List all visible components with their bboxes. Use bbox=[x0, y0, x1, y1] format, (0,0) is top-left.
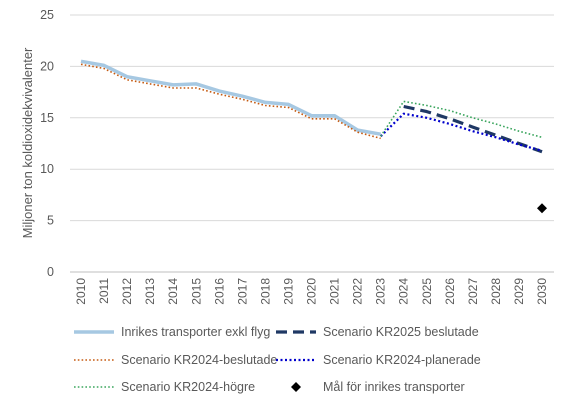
x-tick-label: 2014 bbox=[166, 278, 180, 305]
legend-label: Inrikes transporter exkl flyg bbox=[121, 325, 271, 339]
legend-item-scenario-kr2024-h-gre: Scenario KR2024-högre bbox=[72, 377, 255, 397]
legend-item-scenario-kr2024-beslutade: Scenario KR2024-beslutade bbox=[72, 350, 277, 370]
legend-item-m-l-f-r-inrikes-transporter: Mål för inrikes transporter bbox=[274, 377, 465, 397]
y-tick-label: 0 bbox=[47, 265, 54, 279]
x-tick-label: 2027 bbox=[466, 278, 480, 305]
x-tick-label: 2013 bbox=[143, 278, 157, 305]
y-axis-label: Miljoner ton koldioxidekvivalenter bbox=[20, 47, 35, 238]
x-tick-label: 2023 bbox=[374, 278, 388, 305]
x-tick-label: 2020 bbox=[305, 278, 319, 305]
x-tick-label: 2011 bbox=[97, 278, 111, 304]
y-tick-label: 15 bbox=[40, 111, 54, 125]
x-tick-label: 2010 bbox=[74, 278, 88, 305]
y-tick-label: 5 bbox=[47, 214, 54, 228]
x-tick-label: 2030 bbox=[535, 278, 549, 305]
legend-label: Scenario KR2025 beslutade bbox=[323, 325, 479, 339]
x-tick-labels: 2010 2011 2012 2013 2014 2015 2016 2017 2018 2019… bbox=[74, 278, 549, 305]
series-marker-m-l-f-r-inrikes-transporter bbox=[537, 203, 547, 214]
legend-label: Scenario KR2024-planerade bbox=[323, 353, 481, 367]
gridlines bbox=[70, 14, 554, 273]
series-lines bbox=[80, 59, 547, 214]
legend-label: Scenario KR2024-beslutade bbox=[121, 353, 278, 367]
y-tick-label: 10 bbox=[40, 162, 54, 176]
legend-swatch bbox=[74, 359, 114, 361]
legend-swatch bbox=[291, 382, 301, 392]
legend-swatch bbox=[74, 330, 114, 334]
legend-swatch bbox=[74, 386, 114, 388]
x-tick-label: 2019 bbox=[281, 278, 295, 305]
series-line-scenario-kr2024-planerade bbox=[379, 112, 543, 152]
x-tick-label: 2017 bbox=[235, 278, 249, 305]
x-tick-label: 2024 bbox=[397, 278, 411, 305]
series-line-inrikes-transporter-exkl-flyg bbox=[80, 59, 382, 136]
series-line-scenario-kr2024-h-gre bbox=[380, 100, 543, 139]
legend-swatch bbox=[276, 330, 316, 334]
legend-item-inrikes-transporter-exkl-flyg: Inrikes transporter exkl flyg bbox=[72, 322, 270, 342]
x-tick-label: 2022 bbox=[351, 278, 365, 305]
y-tick-label: 25 bbox=[40, 8, 54, 22]
y-tick-labels: 0 5 10 15 20 25 bbox=[40, 8, 54, 279]
y-tick-label: 20 bbox=[40, 59, 54, 73]
legend-label: Scenario KR2024-högre bbox=[121, 380, 256, 394]
series-line-scenario-kr2025-beslutade bbox=[403, 104, 543, 154]
legend-label: Mål för inrikes transporter bbox=[323, 380, 465, 394]
x-tick-label: 2016 bbox=[212, 278, 226, 305]
x-tick-label: 2012 bbox=[120, 278, 134, 305]
legend-item-scenario-kr2024-planerade: Scenario KR2024-planerade bbox=[274, 350, 481, 370]
x-tick-label: 2015 bbox=[189, 278, 203, 305]
x-tick-label: 2021 bbox=[328, 278, 342, 305]
x-tick-label: 2026 bbox=[443, 278, 457, 305]
x-tick-label: 2028 bbox=[489, 278, 503, 305]
legend: Inrikes transporter exkl flyg Scenario KR… bbox=[72, 322, 552, 402]
legend-item-scenario-kr2025-beslutade: Scenario KR2025 beslutade bbox=[274, 322, 479, 342]
x-tick-label: 2018 bbox=[258, 278, 272, 305]
x-tick-label: 2029 bbox=[512, 278, 526, 305]
legend-swatch bbox=[276, 358, 316, 362]
x-tick-label: 2025 bbox=[420, 278, 434, 305]
